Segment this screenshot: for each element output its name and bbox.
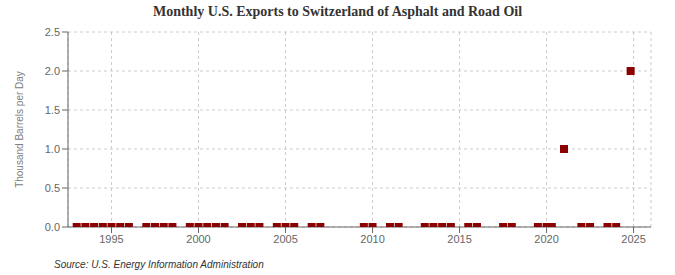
html-text:Source: U.S. Energy Informatio: Source: U.S. Energy Information Administ…	[54, 259, 264, 270]
svg-text:0.5: 0.5	[45, 182, 60, 194]
svg-text:2.5: 2.5	[45, 26, 60, 38]
svg-text:2000: 2000	[186, 233, 210, 245]
svg-text:2010: 2010	[360, 233, 384, 245]
svg-text:2015: 2015	[447, 233, 471, 245]
svg-text:1.5: 1.5	[45, 104, 60, 116]
svg-text:2020: 2020	[534, 233, 558, 245]
svg-text:Thousand Barrels per Day: Thousand Barrels per Day	[14, 71, 25, 188]
svg-text:2025: 2025	[621, 233, 645, 245]
svg-text:0.0: 0.0	[45, 221, 60, 233]
svg-text:2005: 2005	[273, 233, 297, 245]
html-text:Monthly U.S. Exports to Switze: Monthly U.S. Exports to Switzerland of A…	[152, 4, 522, 19]
svg-text:2.0: 2.0	[45, 65, 60, 77]
svg-text:1995: 1995	[99, 233, 123, 245]
svg-text:1.0: 1.0	[45, 143, 60, 155]
